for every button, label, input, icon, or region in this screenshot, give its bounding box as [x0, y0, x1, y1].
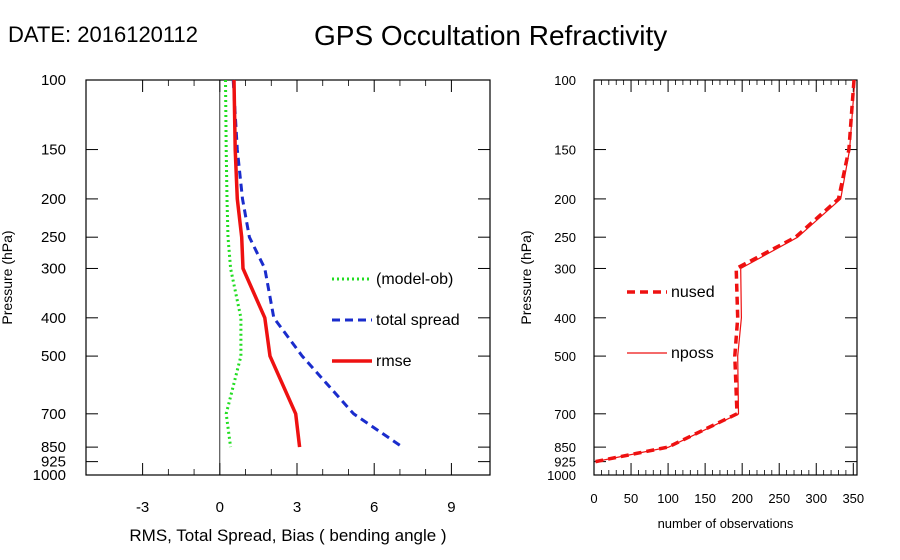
series-line-rmse — [232, 79, 302, 448]
plot-frame — [85, 79, 491, 476]
x-axis-title: RMS, Total Spread, Bias ( bending angle … — [129, 526, 446, 545]
y-tick-label: 500 — [554, 349, 576, 364]
y-tick-label: 200 — [554, 192, 576, 207]
series-line-nposs — [595, 79, 856, 463]
y-tick-label: 1000 — [33, 467, 66, 484]
y-tick-label: 200 — [41, 191, 66, 208]
x-tick-label: 0 — [216, 499, 224, 516]
y-tick-label: 250 — [41, 229, 66, 246]
y-tick-label: 925 — [41, 454, 66, 471]
y-tick-label: 850 — [41, 439, 66, 456]
y-tick-label: 250 — [554, 230, 576, 245]
x-tick-label: 350 — [842, 491, 864, 506]
x-tick-label: 100 — [657, 491, 679, 506]
y-tick-label: 100 — [41, 72, 66, 89]
legend-label: total spread — [376, 312, 460, 329]
y-tick-label: 925 — [554, 455, 576, 470]
y-tick-label: 400 — [554, 311, 576, 326]
y-tick-label: 300 — [41, 260, 66, 277]
legend-label: nused — [671, 284, 715, 301]
series-line-nused — [595, 79, 856, 464]
y-tick-label: 300 — [554, 261, 576, 276]
x-tick-label: 0 — [590, 491, 597, 506]
y-axis-title: Pressure (hPa) — [518, 230, 534, 324]
legend-label: rmse — [376, 353, 412, 370]
y-tick-label: 150 — [554, 143, 576, 158]
legend-label: (model-ob) — [376, 271, 453, 288]
x-tick-label: -3 — [136, 499, 149, 516]
y-tick-label: 1000 — [547, 468, 576, 483]
x-tick-label: 6 — [370, 499, 378, 516]
x-tick-label: 9 — [447, 499, 455, 516]
x-tick-label: 3 — [293, 499, 301, 516]
y-tick-label: 700 — [41, 406, 66, 423]
x-tick-label: 200 — [731, 491, 753, 506]
x-tick-label: 250 — [768, 491, 790, 506]
y-tick-label: 700 — [554, 407, 576, 422]
date-label: DATE: 2016120112 — [8, 22, 198, 47]
chart-title: GPS Occultation Refractivity — [314, 20, 668, 51]
plot-frame — [593, 79, 858, 476]
x-axis-title: number of observations — [658, 516, 794, 531]
x-tick-label: 150 — [694, 491, 716, 506]
y-tick-label: 400 — [41, 310, 66, 327]
y-tick-label: 500 — [41, 348, 66, 365]
y-tick-label: 150 — [41, 142, 66, 159]
y-axis-title: Pressure (hPa) — [0, 230, 15, 324]
legend-label: nposs — [671, 345, 714, 362]
series-line-totalspread — [231, 79, 404, 449]
y-tick-label: 100 — [554, 73, 576, 88]
x-tick-label: 300 — [805, 491, 827, 506]
y-tick-label: 850 — [554, 440, 576, 455]
series-line-modelob — [224, 79, 243, 448]
x-tick-label: 50 — [624, 491, 638, 506]
